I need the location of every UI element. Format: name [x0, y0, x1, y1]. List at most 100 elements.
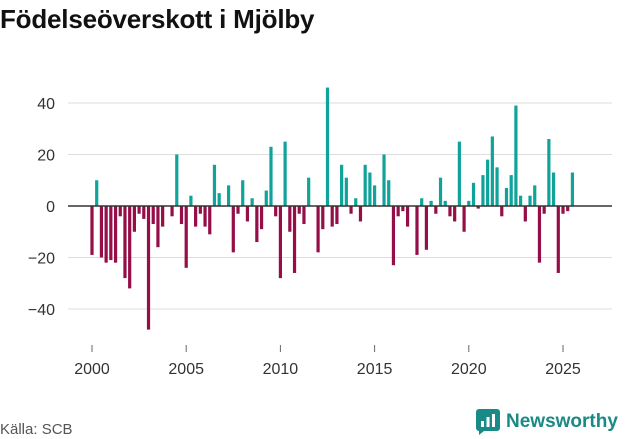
x-tick-label: 2015 [357, 361, 393, 378]
bar [481, 175, 485, 206]
bar [514, 105, 518, 206]
y-tick-label: −40 [28, 302, 55, 319]
bar [387, 180, 391, 206]
bar [542, 206, 546, 214]
bar [95, 180, 99, 206]
bar [90, 206, 94, 255]
bars [90, 87, 575, 330]
bar [340, 164, 344, 206]
bar [321, 206, 325, 230]
bar [302, 206, 306, 225]
bar [132, 206, 136, 232]
bar [528, 195, 532, 206]
bar [476, 206, 480, 209]
bar [179, 206, 184, 225]
y-axis-ticks: 40 20 0 −20 −40 [28, 96, 55, 319]
bar [142, 206, 146, 219]
bar [175, 154, 179, 206]
bar [533, 185, 537, 206]
bar [161, 206, 165, 227]
bar [429, 200, 433, 206]
bar [405, 206, 410, 227]
bar [212, 164, 217, 206]
bar [316, 206, 320, 253]
bar [255, 206, 259, 243]
bar [420, 198, 424, 207]
y-tick-label: 20 [37, 148, 55, 165]
bar [349, 206, 353, 214]
bar [269, 146, 273, 207]
source-label: Källa: SCB [0, 421, 73, 438]
bar [490, 136, 494, 206]
y-tick-label: −20 [28, 251, 55, 268]
bar [457, 141, 461, 207]
bar [198, 206, 202, 214]
x-tick-label: 2000 [74, 361, 110, 378]
bar [453, 206, 457, 222]
bar [396, 206, 400, 217]
bar [297, 206, 301, 214]
bar [391, 206, 396, 266]
x-tick-label: 2005 [168, 361, 204, 378]
bar [373, 185, 377, 206]
bar [325, 87, 330, 206]
bar [259, 206, 264, 230]
x-tick-label: 2020 [451, 361, 487, 378]
chart-title: Födelseöverskott i Mjölby [0, 4, 315, 34]
bar [156, 206, 160, 248]
bar [566, 206, 570, 212]
bar [274, 206, 278, 217]
bar [208, 206, 212, 235]
bar [344, 177, 348, 207]
bar [561, 206, 565, 214]
brand-logo[interactable]: Newsworthy [476, 409, 618, 435]
bar [241, 180, 245, 206]
x-tick-label: 2010 [263, 361, 299, 378]
bar [504, 187, 509, 206]
bar [434, 206, 438, 214]
bar [363, 164, 367, 206]
bar [151, 206, 155, 225]
gridlines [68, 102, 612, 310]
bar [551, 172, 556, 207]
bar [194, 206, 198, 227]
bar [523, 206, 527, 222]
bar [537, 206, 542, 263]
bar [424, 206, 429, 250]
bar [104, 206, 108, 263]
bar [123, 206, 127, 279]
bar [99, 206, 104, 258]
bar [330, 206, 334, 227]
bar [547, 139, 551, 206]
bar [288, 206, 292, 232]
y-tick-label: 0 [46, 199, 55, 216]
newsworthy-logo-icon [476, 409, 500, 435]
bar [307, 177, 311, 207]
bar [462, 206, 466, 232]
bar [217, 193, 221, 207]
bar [500, 206, 504, 217]
bar [354, 198, 358, 207]
bar [137, 206, 141, 214]
bar [556, 206, 560, 273]
bar [292, 206, 297, 273]
bar [170, 206, 174, 217]
y-tick-label: 40 [37, 96, 55, 113]
bar [471, 182, 476, 206]
bar [146, 206, 151, 330]
bar [448, 206, 452, 217]
bar [118, 206, 122, 217]
bar [189, 195, 193, 206]
bar [519, 195, 523, 206]
x-tick-label: 2025 [545, 361, 581, 378]
bar [203, 206, 207, 227]
brand-name: Newsworthy [506, 411, 618, 432]
bar [278, 206, 282, 279]
bar [236, 206, 240, 214]
bar [226, 185, 231, 206]
bar [467, 200, 471, 206]
x-axis-ticks: 2000 2005 2010 2015 2020 2025 [74, 345, 581, 378]
bar [486, 159, 490, 206]
bar [128, 206, 132, 289]
